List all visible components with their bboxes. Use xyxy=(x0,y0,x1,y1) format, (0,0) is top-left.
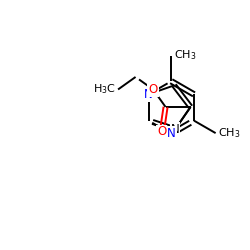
Text: N: N xyxy=(167,127,175,140)
Text: N: N xyxy=(171,123,179,136)
Text: N: N xyxy=(144,88,153,101)
Text: O: O xyxy=(148,83,158,96)
Text: H$_3$C: H$_3$C xyxy=(93,82,116,96)
Text: O: O xyxy=(157,126,166,138)
Text: CH$_3$: CH$_3$ xyxy=(218,126,240,140)
Text: CH$_3$: CH$_3$ xyxy=(174,48,196,62)
